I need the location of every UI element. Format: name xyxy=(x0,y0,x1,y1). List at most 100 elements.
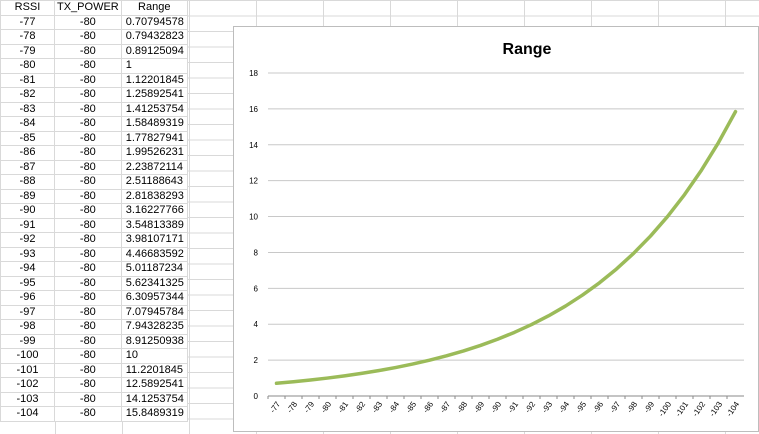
cell-tx-power[interactable]: -80 xyxy=(54,145,122,161)
cell-rssi[interactable]: -82 xyxy=(0,87,55,103)
cell-range[interactable]: 5.01187234 xyxy=(120,261,188,277)
cell-rssi[interactable]: -94 xyxy=(0,261,55,277)
cell-rssi[interactable]: -104 xyxy=(0,406,55,422)
cell-range[interactable]: 14.1253754 xyxy=(120,391,188,407)
cell-tx-power[interactable]: -80 xyxy=(54,348,122,364)
header-tx-power[interactable]: TX_POWER xyxy=(54,0,122,16)
cell-range[interactable]: 3.54813389 xyxy=(120,217,188,233)
cell-range[interactable]: 0.70794578 xyxy=(120,14,188,30)
cell-rssi[interactable]: -101 xyxy=(0,362,55,378)
cell-range[interactable]: 5.62341325 xyxy=(120,275,188,291)
cell-range[interactable]: 15.8489319 xyxy=(120,406,188,422)
cell-rssi[interactable]: -89 xyxy=(0,188,55,204)
table-row: -86 -80 1.99526231 xyxy=(0,145,188,161)
cell-range[interactable]: 4.46683592 xyxy=(120,246,188,262)
cell-tx-power[interactable]: -80 xyxy=(54,391,122,407)
cell-rssi[interactable]: -80 xyxy=(0,58,55,74)
table-row: -88 -80 2.51188643 xyxy=(0,174,188,190)
cell-rssi[interactable]: -90 xyxy=(0,203,55,219)
cell-tx-power[interactable]: -80 xyxy=(54,29,122,45)
y-tick-label: 10 xyxy=(249,213,258,222)
cell-range[interactable]: 2.51188643 xyxy=(120,174,188,190)
cell-tx-power[interactable]: -80 xyxy=(54,246,122,262)
cell-tx-power[interactable]: -80 xyxy=(54,43,122,59)
cell-range[interactable]: 11.2201845 xyxy=(120,362,188,378)
range-chart[interactable]: Range 0 2 4 6 8 10 12 14 16 18 -77 -78 -79 -80 -81 -82… xyxy=(233,26,759,432)
x-tick-label: -84 xyxy=(387,400,401,415)
cell-range[interactable]: 1.77827941 xyxy=(120,130,188,146)
cell-range[interactable]: 1.99526231 xyxy=(120,145,188,161)
cell-rssi[interactable]: -78 xyxy=(0,29,55,45)
cell-tx-power[interactable]: -80 xyxy=(54,362,122,378)
series-line[interactable] xyxy=(274,109,738,386)
chart-title: Range xyxy=(503,41,552,58)
cell-rssi[interactable]: -100 xyxy=(0,348,55,364)
cell-tx-power[interactable]: -80 xyxy=(54,406,122,422)
cell-range[interactable]: 2.81838293 xyxy=(120,188,188,204)
cell-tx-power[interactable]: -80 xyxy=(54,261,122,277)
cell-range[interactable]: 1 xyxy=(120,58,188,74)
cell-range[interactable]: 3.98107171 xyxy=(120,232,188,248)
cell-range[interactable]: 10 xyxy=(120,348,188,364)
cell-tx-power[interactable]: -80 xyxy=(54,290,122,306)
table-header-row: RSSI TX_POWER Range xyxy=(0,0,188,16)
cell-range[interactable]: 7.07945784 xyxy=(120,304,188,320)
cell-rssi[interactable]: -93 xyxy=(0,246,55,262)
cell-rssi[interactable]: -86 xyxy=(0,145,55,161)
cell-tx-power[interactable]: -80 xyxy=(54,101,122,117)
cell-tx-power[interactable]: -80 xyxy=(54,232,122,248)
cell-range[interactable]: 3.16227766 xyxy=(120,203,188,219)
cell-tx-power[interactable]: -80 xyxy=(54,304,122,320)
cell-range[interactable]: 0.89125094 xyxy=(120,43,188,59)
cell-range[interactable]: 8.91250938 xyxy=(120,333,188,349)
cell-rssi[interactable]: -81 xyxy=(0,72,55,88)
cell-tx-power[interactable]: -80 xyxy=(54,130,122,146)
cell-rssi[interactable]: -88 xyxy=(0,174,55,190)
cell-rssi[interactable]: -102 xyxy=(0,377,55,393)
cell-tx-power[interactable]: -80 xyxy=(54,188,122,204)
cell-range[interactable]: 0.79432823 xyxy=(120,29,188,45)
cell-tx-power[interactable]: -80 xyxy=(54,58,122,74)
cell-range[interactable]: 12.5892541 xyxy=(120,377,188,393)
cell-tx-power[interactable]: -80 xyxy=(54,159,122,175)
cell-rssi[interactable]: -77 xyxy=(0,14,55,30)
cell-tx-power[interactable]: -80 xyxy=(54,319,122,335)
cell-tx-power[interactable]: -80 xyxy=(54,14,122,30)
cell-tx-power[interactable]: -80 xyxy=(54,116,122,132)
cell-tx-power[interactable]: -80 xyxy=(54,377,122,393)
cell-tx-power[interactable]: -80 xyxy=(54,72,122,88)
cell-range[interactable]: 1.41253754 xyxy=(120,101,188,117)
header-rssi[interactable]: RSSI xyxy=(0,0,55,16)
cell-rssi[interactable]: -79 xyxy=(0,43,55,59)
cell-rssi[interactable]: -92 xyxy=(0,232,55,248)
cell-rssi[interactable]: -83 xyxy=(0,101,55,117)
x-tick-label: -97 xyxy=(608,400,622,415)
cell-rssi[interactable]: -103 xyxy=(0,391,55,407)
cell-tx-power[interactable]: -80 xyxy=(54,275,122,291)
cell-rssi[interactable]: -85 xyxy=(0,130,55,146)
cell-tx-power[interactable]: -80 xyxy=(54,217,122,233)
cell-range[interactable]: 1.12201845 xyxy=(120,72,188,88)
cell-rssi[interactable]: -97 xyxy=(0,304,55,320)
table-row: -97 -80 7.07945784 xyxy=(0,304,188,320)
cell-rssi[interactable]: -91 xyxy=(0,217,55,233)
x-tick-label: -86 xyxy=(421,400,435,415)
cell-tx-power[interactable]: -80 xyxy=(54,333,122,349)
cell-rssi[interactable]: -95 xyxy=(0,275,55,291)
cell-range[interactable]: 7.94328235 xyxy=(120,319,188,335)
cell-tx-power[interactable]: -80 xyxy=(54,87,122,103)
x-tick-label: -82 xyxy=(353,400,367,415)
x-tick-label: -98 xyxy=(625,400,639,415)
cell-tx-power[interactable]: -80 xyxy=(54,174,122,190)
cell-range[interactable]: 2.23872114 xyxy=(120,159,188,175)
cell-rssi[interactable]: -96 xyxy=(0,290,55,306)
header-range[interactable]: Range xyxy=(120,0,188,16)
cell-rssi[interactable]: -84 xyxy=(0,116,55,132)
cell-range[interactable]: 1.58489319 xyxy=(120,116,188,132)
cell-range[interactable]: 6.30957344 xyxy=(120,290,188,306)
cell-rssi[interactable]: -99 xyxy=(0,333,55,349)
cell-tx-power[interactable]: -80 xyxy=(54,203,122,219)
cell-range[interactable]: 1.25892541 xyxy=(120,87,188,103)
cell-rssi[interactable]: -98 xyxy=(0,319,55,335)
cell-rssi[interactable]: -87 xyxy=(0,159,55,175)
